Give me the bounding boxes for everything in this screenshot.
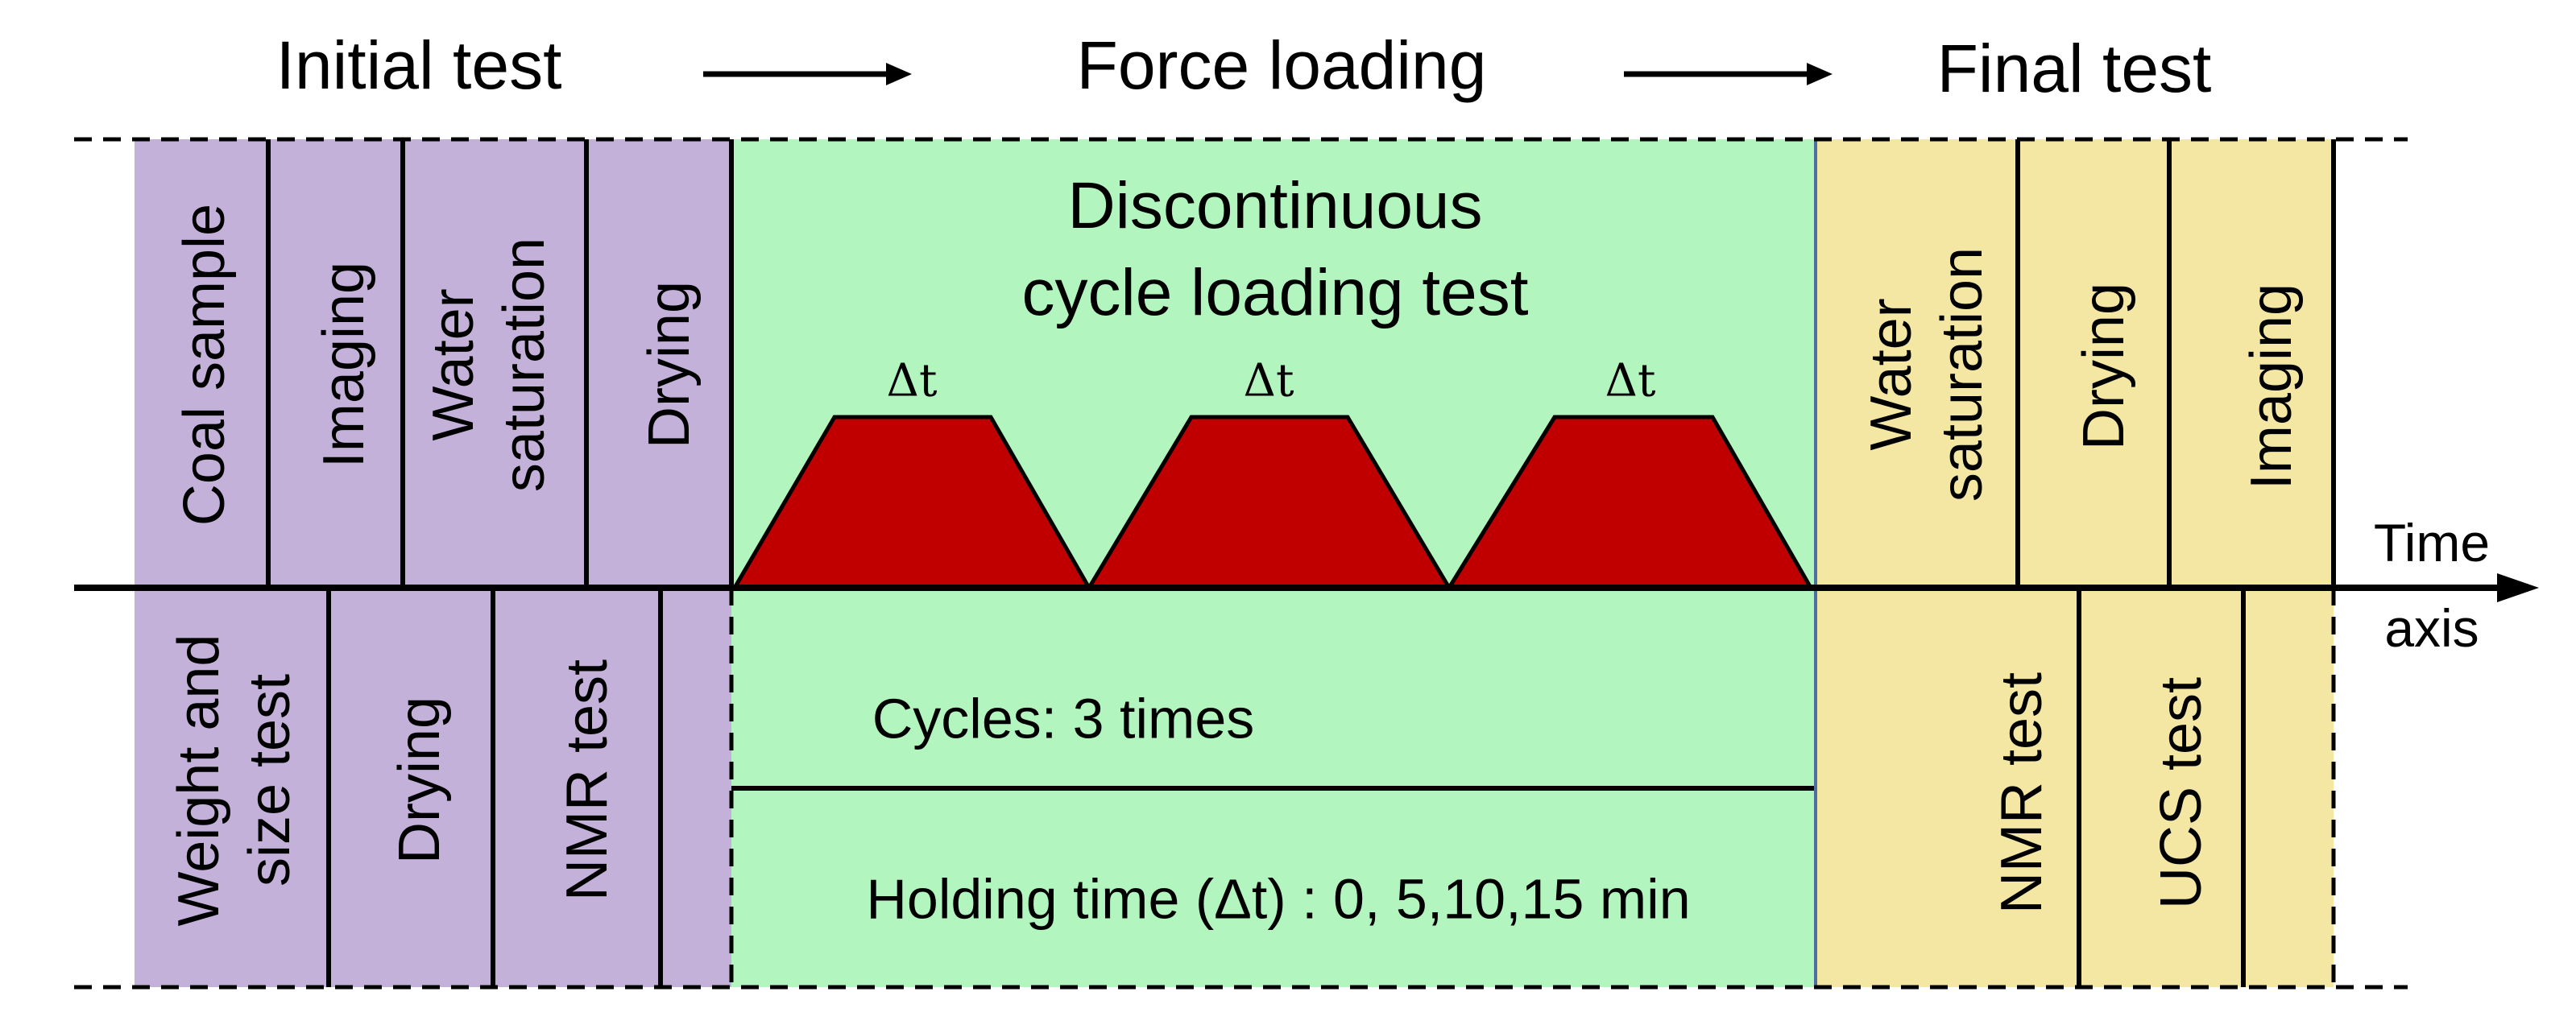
step-label-line: Imaging: [312, 262, 376, 468]
axis-label: Time axis: [2374, 513, 2490, 658]
loading-title: Discontinuous cycle loading test: [1021, 169, 1528, 329]
step-label-line: saturation: [492, 238, 557, 492]
loading-title-line: Discontinuous: [1067, 169, 1482, 242]
hold-label: Δt: [1605, 355, 1656, 407]
cycles-text: Cycles: 3 times: [872, 687, 1255, 750]
step-label-line: Drying: [387, 696, 452, 864]
axis-label-line: axis: [2384, 598, 2479, 658]
dividers: [266, 139, 2336, 987]
step-label: UCS test: [2149, 677, 2214, 909]
step-label: NMR test: [1990, 672, 2054, 914]
initial-region: [135, 139, 731, 987]
step-label-line: NMR test: [1990, 672, 2054, 914]
axis-label-line: Time: [2374, 513, 2490, 572]
step-label-line: UCS test: [2149, 677, 2214, 909]
step-label: Water saturation: [1859, 247, 1994, 502]
stage-label: Final test: [1937, 31, 2212, 106]
step-label-line: Imaging: [2239, 283, 2304, 490]
step-label-line: size test: [238, 674, 302, 886]
loading-title-line: cycle loading test: [1021, 256, 1528, 329]
step-label: Water saturation: [421, 238, 557, 492]
holding-text: Holding time (Δt) : 0, 5,10,15 min: [866, 867, 1690, 930]
stage-arrows: [703, 63, 1833, 85]
step-label: Weight and size test: [167, 634, 302, 927]
step-label-line: Drying: [2072, 283, 2136, 450]
step-label-line: Weight and: [167, 634, 231, 927]
step-label-line: Drying: [637, 281, 702, 448]
axis-arrow: [2497, 573, 2539, 602]
step-label: Drying: [387, 696, 452, 864]
step-label: Drying: [637, 281, 702, 448]
dashed-lines: [74, 137, 2408, 990]
step-label: Imaging: [312, 262, 376, 468]
step-label: Drying: [2072, 283, 2136, 450]
step-label-line: NMR test: [555, 659, 619, 901]
step-label: Imaging: [2239, 283, 2304, 490]
step-label-line: Water: [1859, 298, 1924, 450]
hold-label: Δt: [1244, 355, 1294, 407]
final-region: [1816, 139, 2334, 987]
stage-label: Initial test: [276, 27, 562, 103]
step-label-line: Water: [421, 288, 486, 440]
step-label-line: saturation: [1930, 247, 1994, 502]
stage-label: Force loading: [1077, 27, 1487, 103]
step-label: NMR test: [555, 659, 619, 901]
step-label-line: Coal sample: [172, 204, 237, 526]
step-label: Coal sample: [172, 204, 237, 526]
hold-label: Δt: [887, 355, 938, 407]
load-cycles: [731, 415, 1815, 590]
